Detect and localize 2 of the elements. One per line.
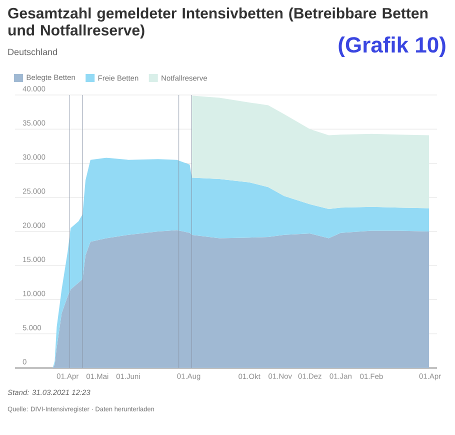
chart-subtitle: Deutschland: [8, 48, 57, 56]
text: (Grafik 10): [338, 36, 446, 58]
